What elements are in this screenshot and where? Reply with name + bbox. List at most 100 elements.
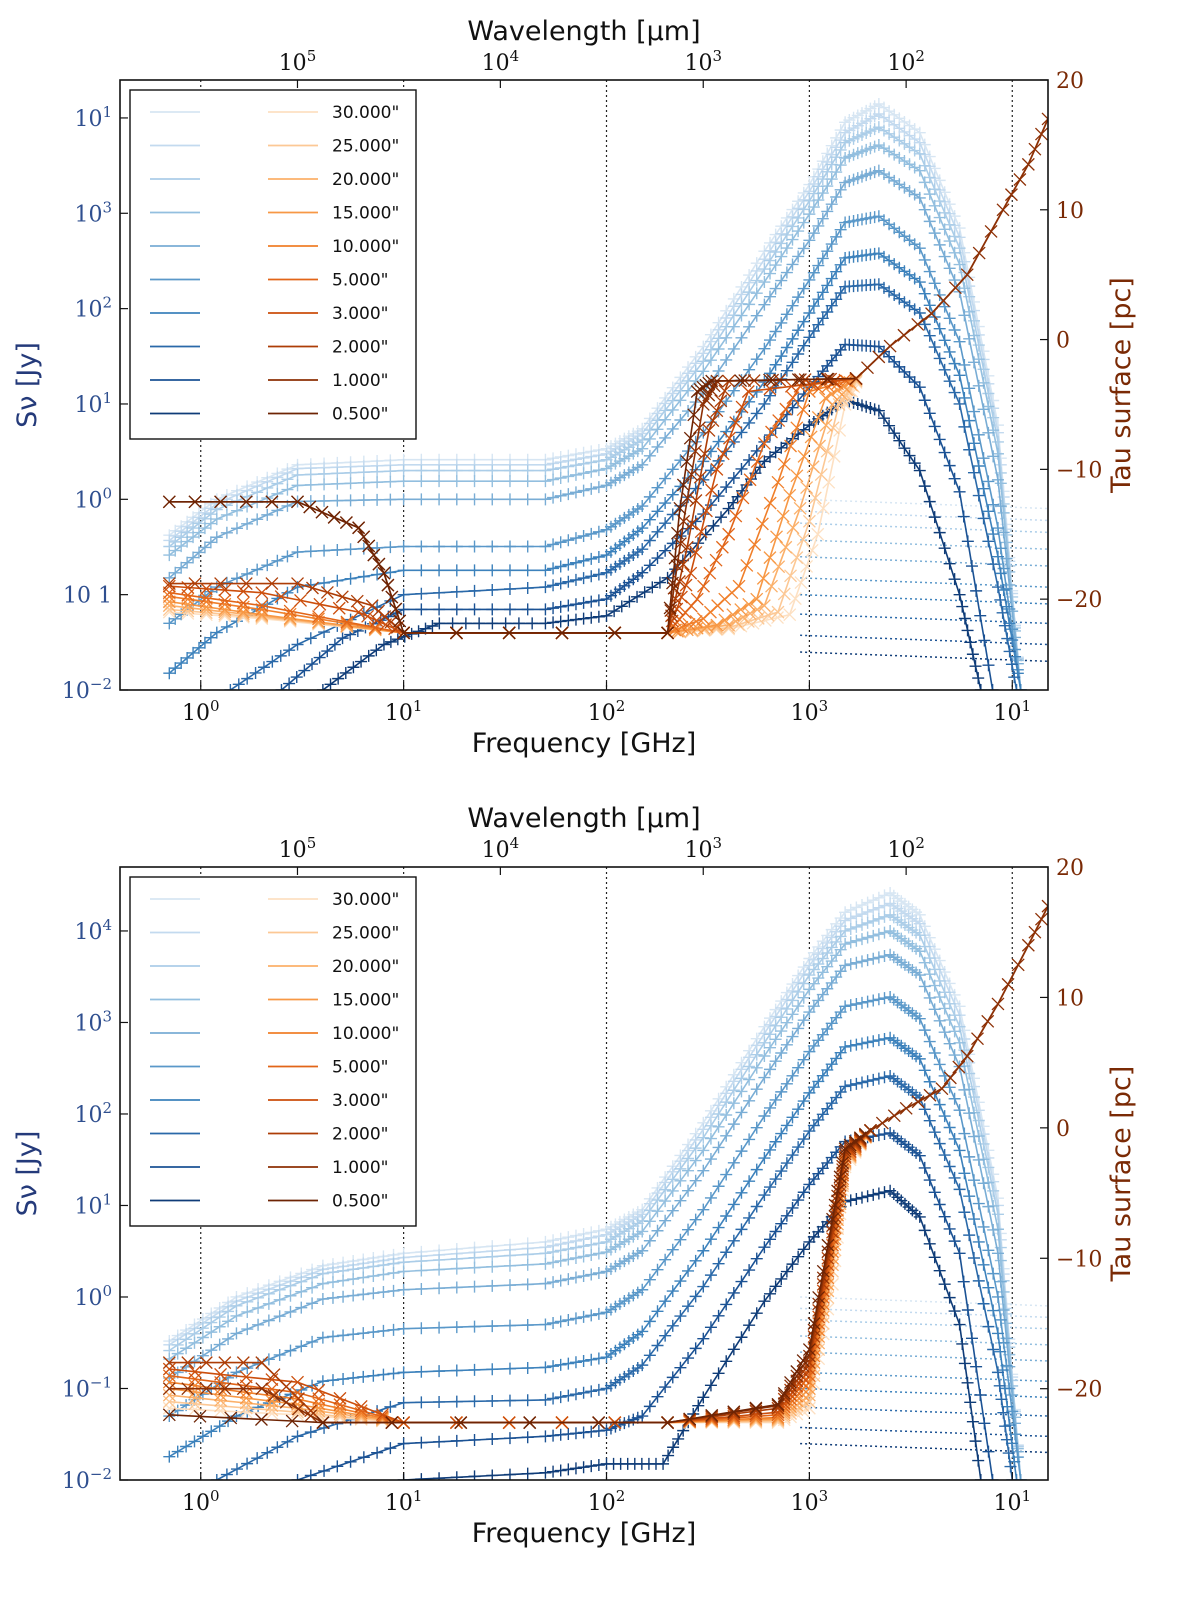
legend-label: 1.000" bbox=[332, 1158, 389, 1178]
x2-axis-title: Wavelength [μm] bbox=[467, 16, 700, 47]
y2-tick-label: 0 bbox=[1056, 329, 1070, 354]
y2-tick-label: 20 bbox=[1056, 69, 1084, 94]
tau-line bbox=[169, 1129, 871, 1424]
y2-tick-label: 20 bbox=[1056, 856, 1084, 881]
tau-continuation-markers bbox=[849, 112, 1048, 385]
y-axis-title: Sν [Jy] bbox=[12, 342, 43, 428]
flux-markers bbox=[316, 394, 987, 690]
y-axis-title: Sν [Jy] bbox=[12, 1131, 43, 1217]
tau-markers bbox=[162, 1124, 877, 1430]
flux-markers bbox=[163, 210, 1027, 690]
dotted-bg-line bbox=[800, 1335, 1048, 1346]
legend-label: 0.500" bbox=[332, 1192, 389, 1212]
dotted-bg-line bbox=[800, 510, 1048, 522]
y2-tick-label: −20 bbox=[1056, 1378, 1102, 1403]
legend-label: 10.000" bbox=[332, 1024, 399, 1044]
legend-label: 0.500" bbox=[332, 405, 389, 425]
dotted-bg-line bbox=[800, 1307, 1048, 1319]
x2-axis-title: Wavelength [μm] bbox=[467, 803, 700, 834]
legend-label: 25.000" bbox=[332, 137, 399, 157]
dotted-bg-line bbox=[800, 539, 1048, 550]
legend-label: 2.000" bbox=[332, 338, 389, 358]
tau-continuation-markers bbox=[864, 899, 1048, 1137]
y2-axis-title: Tau surface [pc] bbox=[1106, 1066, 1137, 1283]
y2-tick-label: −20 bbox=[1056, 588, 1102, 613]
legend-label: 3.000" bbox=[332, 1091, 389, 1111]
y-tick-label: 10 1 bbox=[63, 584, 112, 609]
x-tick-label: 101 bbox=[385, 697, 423, 726]
y-tick-label: 104 bbox=[74, 916, 112, 945]
x-axis-title: Frequency [GHz] bbox=[472, 1518, 697, 1549]
legend-label: 25.000" bbox=[332, 924, 399, 944]
dotted-bg-line bbox=[800, 1442, 1048, 1454]
tau-markers bbox=[162, 372, 863, 640]
dotted-bg-line bbox=[800, 1406, 1048, 1417]
axes-frame bbox=[119, 866, 1049, 1481]
x-tick-label: 103 bbox=[791, 697, 829, 726]
y-tick-label: 100 bbox=[74, 484, 112, 513]
flux-markers bbox=[163, 990, 1027, 1480]
y-tick-label: 10−2 bbox=[62, 675, 112, 704]
x2-tick-label: 105 bbox=[279, 47, 317, 76]
x-tick-label: 101 bbox=[994, 1487, 1032, 1516]
plot-area bbox=[162, 98, 1048, 690]
dotted-bg-line bbox=[800, 651, 1048, 663]
legend-label: 15.000" bbox=[332, 204, 399, 224]
x-tick-label: 103 bbox=[791, 1487, 829, 1516]
y-tick-label: 102 bbox=[74, 294, 112, 323]
x-tick-label: 101 bbox=[994, 697, 1032, 726]
dotted-bg-line bbox=[800, 498, 1048, 510]
y2-tick-label: −10 bbox=[1056, 458, 1102, 483]
flux-markers bbox=[163, 1031, 1023, 1480]
legend: 30.000" 25.000" 20.000" 15.000" 10.000" 5.000… bbox=[129, 876, 417, 1227]
flux-markers bbox=[163, 164, 1027, 690]
y-tick-label: 10−1 bbox=[62, 1373, 112, 1402]
y2-tick-label: 10 bbox=[1056, 199, 1084, 224]
legend-label: 15.000" bbox=[332, 991, 399, 1011]
dotted-bg-line bbox=[800, 1351, 1048, 1362]
legend-label: 5.000" bbox=[332, 1058, 389, 1078]
x-tick-label: 102 bbox=[588, 697, 626, 726]
x2-tick-label: 103 bbox=[684, 47, 722, 76]
legend-label: 10.000" bbox=[332, 237, 399, 257]
flux-markers bbox=[163, 948, 1027, 1480]
legend-label: 30.000" bbox=[332, 103, 399, 123]
y-tick-label: 101 bbox=[74, 103, 112, 132]
flux-markers bbox=[163, 908, 1027, 1480]
y-tick-label: 10−2 bbox=[62, 1465, 112, 1494]
y-tick-label: 103 bbox=[74, 1007, 112, 1036]
y-tick-label: 102 bbox=[74, 1099, 112, 1128]
legend: 30.000" 25.000" 20.000" 15.000" 10.000" 5.000… bbox=[129, 89, 417, 440]
y-tick-label: 103 bbox=[74, 198, 112, 227]
y-tick-label: 100 bbox=[74, 1282, 112, 1311]
x2-tick-label: 104 bbox=[482, 834, 520, 863]
x2-tick-label: 105 bbox=[279, 834, 317, 863]
y2-tick-label: −10 bbox=[1056, 1247, 1102, 1272]
x-axis-title: Frequency [GHz] bbox=[472, 728, 697, 759]
flux-line bbox=[403, 1189, 982, 1480]
legend-label: 30.000" bbox=[332, 890, 399, 910]
x2-tick-label: 104 bbox=[482, 47, 520, 76]
x-tick-label: 100 bbox=[182, 1487, 220, 1516]
flux-markers bbox=[163, 121, 1027, 690]
y2-tick-label: 10 bbox=[1056, 986, 1084, 1011]
legend-label: 1.000" bbox=[332, 371, 389, 391]
legend-label: 2.000" bbox=[332, 1125, 389, 1145]
x2-tick-label: 102 bbox=[887, 834, 925, 863]
y-tick-label: 101 bbox=[74, 389, 112, 418]
dotted-bg-line bbox=[800, 613, 1048, 625]
legend-label: 20.000" bbox=[332, 170, 399, 190]
dotted-bg-line bbox=[800, 1319, 1048, 1330]
y-tick-label: 101 bbox=[74, 1190, 112, 1219]
x2-tick-label: 102 bbox=[887, 47, 925, 76]
legend-label: 5.000" bbox=[332, 271, 389, 291]
x-tick-label: 102 bbox=[588, 1487, 626, 1516]
axes-frame bbox=[119, 79, 1049, 691]
plot-area bbox=[162, 886, 1048, 1480]
panel-bottom: 100 101 102 103 101 105 104 103 102 10−2 10−1 100 10… bbox=[12, 803, 1137, 1549]
x-tick-label: 100 bbox=[182, 697, 220, 726]
legend-label: 3.000" bbox=[332, 304, 389, 324]
y2-axis-title: Tau surface [pc] bbox=[1106, 277, 1137, 494]
